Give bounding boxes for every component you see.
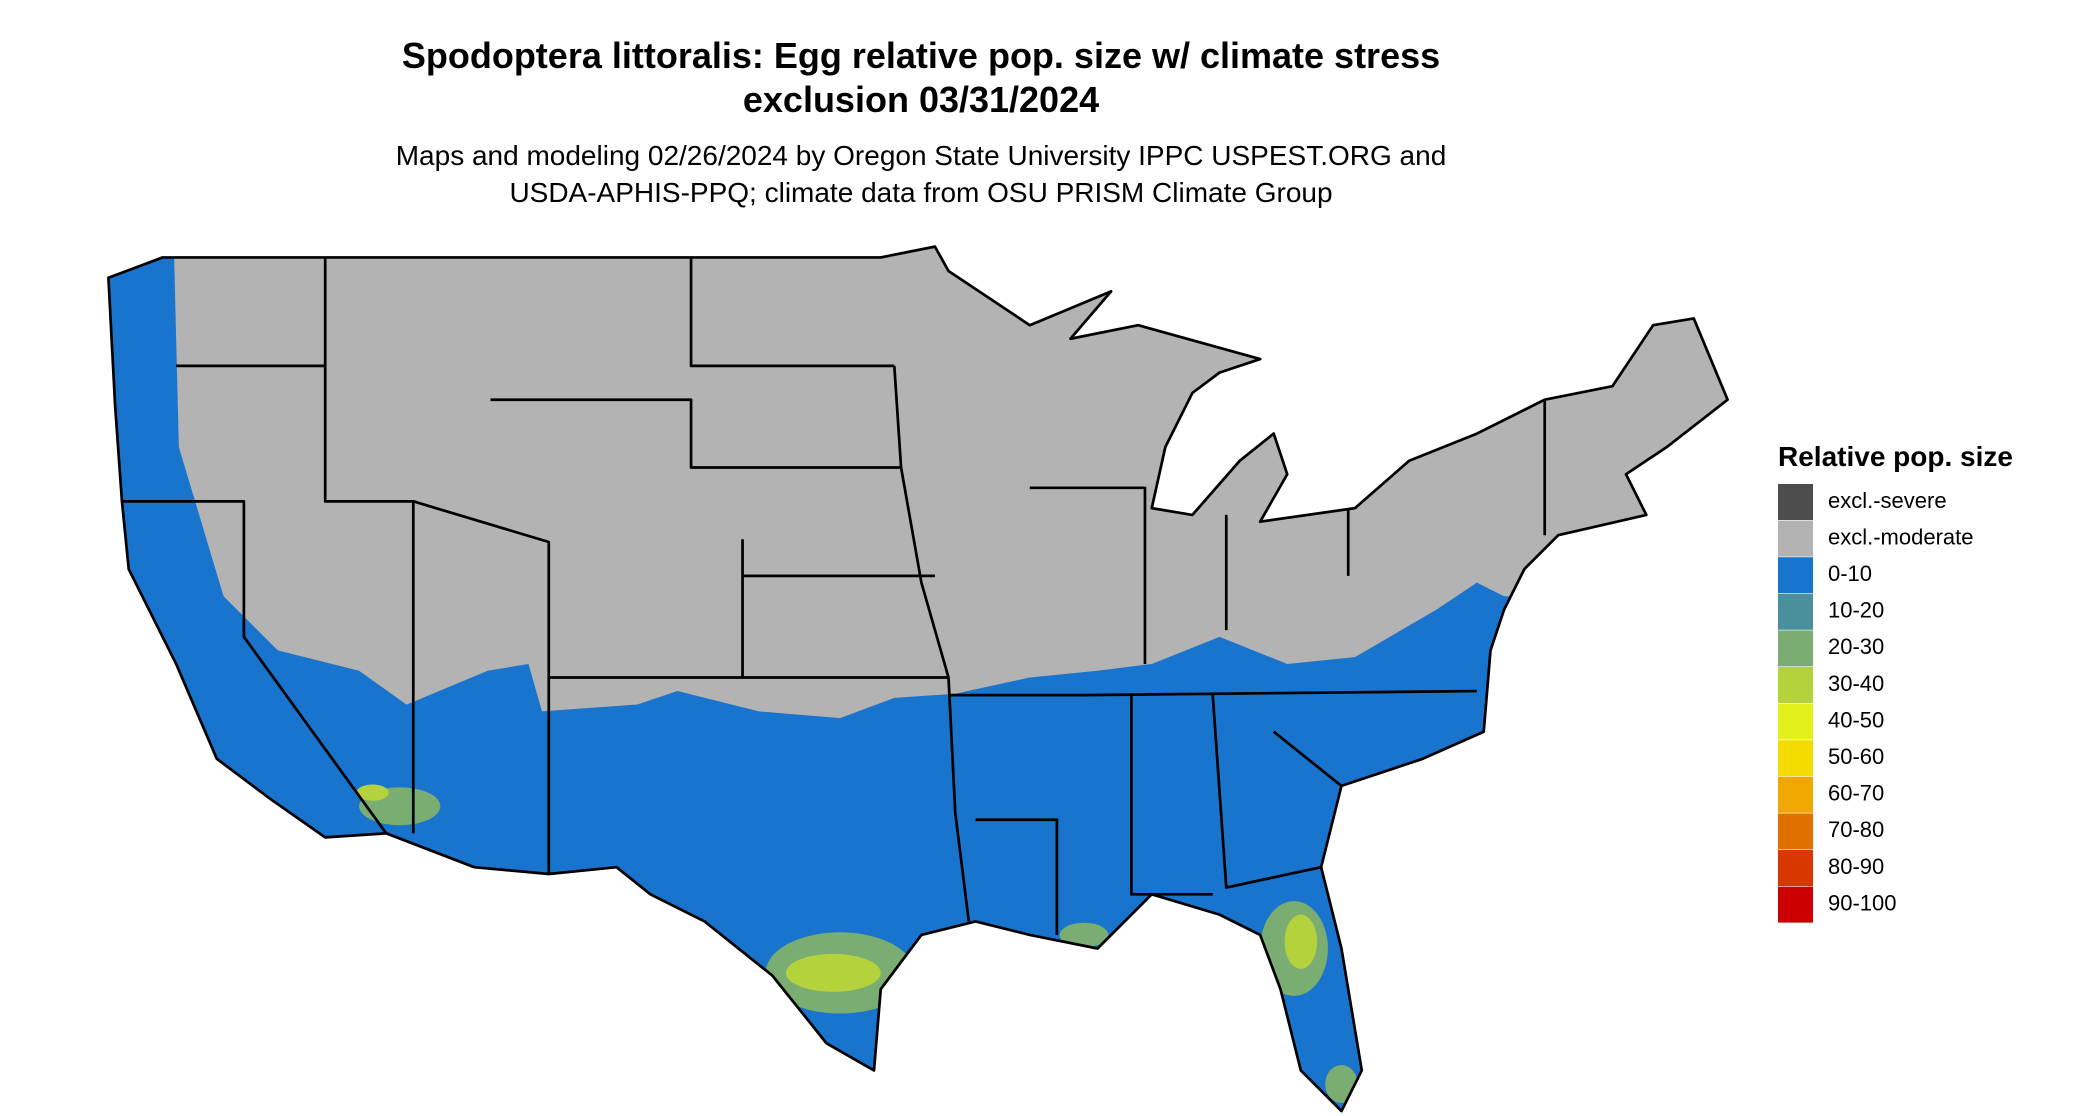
legend-swatch (1778, 850, 1813, 886)
legend-swatch (1778, 593, 1813, 630)
us-map (107, 245, 1729, 1113)
legend-title: Relative pop. size (1778, 441, 2013, 472)
legend-swatch (1778, 740, 1813, 777)
legend-label: 50-60 (1828, 744, 1884, 769)
legend-swatch (1778, 703, 1813, 740)
title: Spodoptera littoralis: Egg relative pop.… (402, 35, 1440, 76)
legend-label: 40-50 (1828, 707, 1884, 732)
legend-label: 70-80 (1828, 817, 1884, 842)
legend-label: 20-30 (1828, 634, 1884, 659)
legend-label: 60-70 (1828, 781, 1884, 806)
legend-label: 80-90 (1828, 854, 1884, 879)
legend-swatch (1778, 557, 1813, 594)
legend-label: 10-20 (1828, 598, 1884, 623)
range-30-40 (356, 784, 1318, 992)
subtitle: USDA-APHIS-PPQ; climate data from OSU PR… (509, 177, 1332, 208)
legend-label: 0-10 (1828, 561, 1872, 586)
legend-label: excl.-moderate (1828, 524, 1974, 549)
legend-swatch (1778, 886, 1813, 923)
legend: excl.-severe excl.-moderate 0-10 10-20 20-30… (1778, 484, 1974, 923)
title: exclusion 03/31/2024 (743, 79, 1099, 120)
legend-swatch (1778, 520, 1813, 557)
legend-swatch (1778, 813, 1813, 850)
legend-label: 30-40 (1828, 671, 1884, 696)
legend-label: 90-100 (1828, 890, 1897, 915)
subtitle: Maps and modeling 02/26/2024 by Oregon S… (396, 140, 1447, 171)
legend-swatch (1778, 630, 1813, 667)
legend-swatch (1778, 776, 1813, 813)
state-borders (121, 257, 1547, 935)
legend-swatch (1778, 667, 1813, 703)
legend-swatch (1778, 484, 1813, 520)
legend-label: excl.-severe (1828, 488, 1947, 513)
